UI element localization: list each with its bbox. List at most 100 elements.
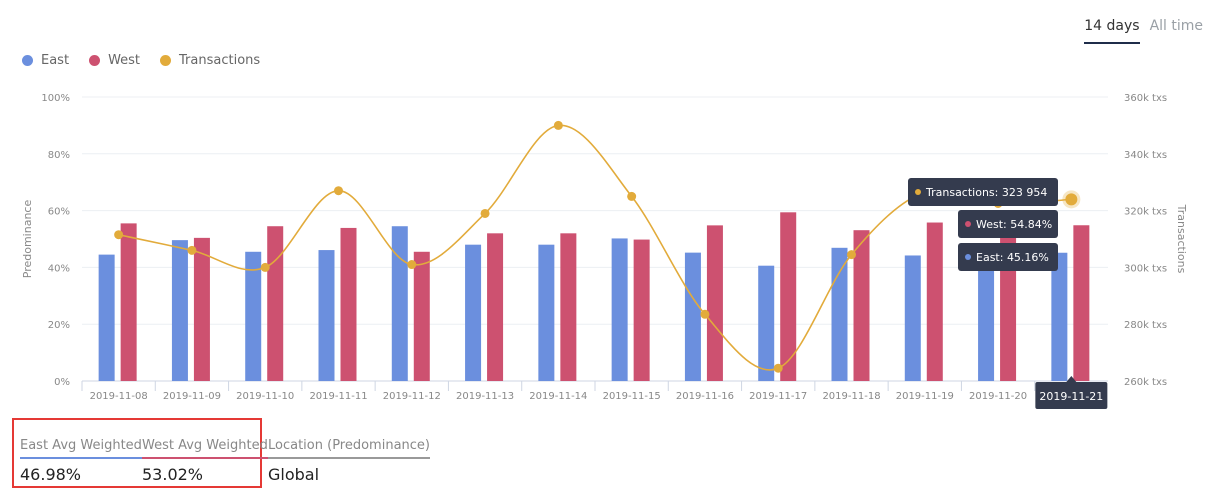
tooltip-east-text: East: 45.16% [976, 251, 1049, 264]
transactions-dot-icon [160, 55, 172, 66]
highlight-x-label: 2019-11-21 [1039, 390, 1103, 403]
bar-west [706, 225, 723, 381]
legend-label-transactions: Transactions [179, 53, 261, 68]
legend-item-east[interactable]: East [22, 53, 69, 68]
tooltip-west-text: West: 54.84% [976, 218, 1052, 231]
bar-west [853, 230, 870, 381]
bar-west [633, 239, 650, 381]
highlight-label-pointer [1066, 376, 1077, 382]
y-right-tick-label: 320k txs [1124, 207, 1167, 218]
stat-west-avg: West Avg Weighted 53.02% [142, 438, 268, 484]
x-tick-label: 2019-11-14 [529, 391, 587, 402]
transactions-point [1065, 193, 1078, 206]
bar-east [391, 226, 408, 381]
bar-east [611, 238, 628, 381]
y-left-tick-label: 80% [48, 150, 70, 161]
east-dot-icon [22, 55, 33, 66]
transactions-point [480, 208, 490, 218]
y-right-tick-label: 360k txs [1124, 93, 1167, 104]
y-right-tick-label: 260k txs [1124, 377, 1167, 388]
x-tick-label: 2019-11-19 [896, 391, 954, 402]
highlight-label-box [1035, 382, 1108, 409]
stat-east-avg: East Avg Weighted 46.98% [20, 438, 142, 484]
bar-east [318, 250, 335, 381]
transactions-point [187, 245, 197, 255]
x-tick-label: 2019-11-12 [383, 391, 441, 402]
predominance-chart: 0% 20% 40% 60% 80% 100% 260k txs 280k txs 300k t… [21, 93, 1188, 409]
transactions-point [627, 191, 637, 201]
tooltip-transactions-text: Transactions: 323 954 [925, 186, 1047, 199]
bar-east [245, 251, 262, 381]
bar-east [538, 244, 555, 381]
stat-west-label: West Avg Weighted [142, 438, 268, 459]
transactions-point [773, 363, 783, 373]
y-left-tick-label: 100% [41, 93, 70, 104]
bar-west [926, 222, 943, 381]
legend-item-west[interactable]: West [89, 53, 140, 68]
transactions-point [334, 186, 343, 196]
tooltip-transactions-box [908, 178, 1058, 206]
y-right-tick-label: 300k txs [1124, 263, 1167, 274]
stat-location: Location (Predominance) Global [268, 438, 430, 484]
tooltip-transactions-dot-icon [915, 189, 921, 195]
transactions-point [114, 230, 124, 240]
tooltip-east-dot-icon [965, 254, 971, 260]
transactions-point [700, 309, 710, 319]
bar-east [465, 244, 482, 381]
tab-all-time[interactable]: All time [1149, 18, 1203, 34]
bar-west [560, 233, 577, 381]
stat-location-value: Global [268, 465, 320, 484]
x-tick-label: 2019-11-13 [456, 391, 514, 402]
stat-location-label: Location (Predominance) [268, 438, 430, 459]
y-left-tick-label: 60% [48, 207, 70, 218]
legend-label-east: East [41, 53, 70, 68]
bar-west [487, 233, 504, 381]
y-right-tick-label: 340k txs [1124, 150, 1167, 161]
bar-east [171, 240, 188, 381]
stat-west-value: 53.02% [142, 465, 204, 484]
x-tick-label: 2019-11-16 [676, 391, 734, 402]
x-tick-label: 2019-11-11 [309, 391, 367, 402]
bar-west [1073, 225, 1090, 381]
y-left-tick-label: 20% [48, 320, 70, 331]
tab-14-days[interactable]: 14 days [1084, 16, 1140, 44]
transactions-point [260, 262, 270, 272]
legend-item-transactions[interactable]: Transactions [160, 53, 260, 68]
x-tick-label: 2019-11-10 [236, 391, 294, 402]
west-dot-icon [89, 55, 101, 66]
tooltip-east-box [958, 243, 1058, 271]
bar-west [413, 251, 430, 381]
stat-east-value: 46.98% [20, 465, 82, 484]
x-tick-label: 2019-11-17 [749, 391, 807, 402]
tooltip-west-dot-icon [965, 221, 971, 227]
transactions-point [407, 260, 417, 270]
y-right-axis-title: Transactions [1175, 204, 1188, 274]
bar-east [684, 252, 701, 381]
x-tick-label: 2019-11-15 [603, 391, 661, 402]
y-left-tick-label: 0% [54, 377, 70, 388]
x-tick-label: 2019-11-20 [969, 391, 1027, 402]
bar-west [340, 227, 357, 381]
y-left-tick-label: 40% [48, 263, 70, 274]
bar-east [758, 265, 775, 381]
bar-west [267, 226, 284, 381]
x-tick-label: 2019-11-18 [822, 391, 880, 402]
y-left-axis-title: Predominance [21, 200, 34, 279]
legend-label-west: West [108, 53, 141, 68]
y-right-tick-label: 280k txs [1124, 320, 1167, 331]
bar-east [978, 253, 995, 381]
x-tick-label: 2019-11-09 [163, 391, 221, 402]
bar-west [780, 212, 797, 381]
bar-west [193, 237, 210, 381]
chart-legend: East West Transactions [22, 53, 260, 68]
transactions-point [553, 120, 563, 130]
bar-east [1051, 252, 1068, 381]
range-tabs: 14 days All time [1084, 16, 1203, 44]
bar-west [120, 223, 137, 381]
tooltip-west-box [958, 210, 1058, 238]
stat-east-label: East Avg Weighted [20, 438, 142, 459]
transactions-point [847, 250, 856, 260]
transactions-line [118, 124, 1072, 371]
bar-east [904, 255, 921, 381]
summary-highlight-box [12, 418, 262, 488]
